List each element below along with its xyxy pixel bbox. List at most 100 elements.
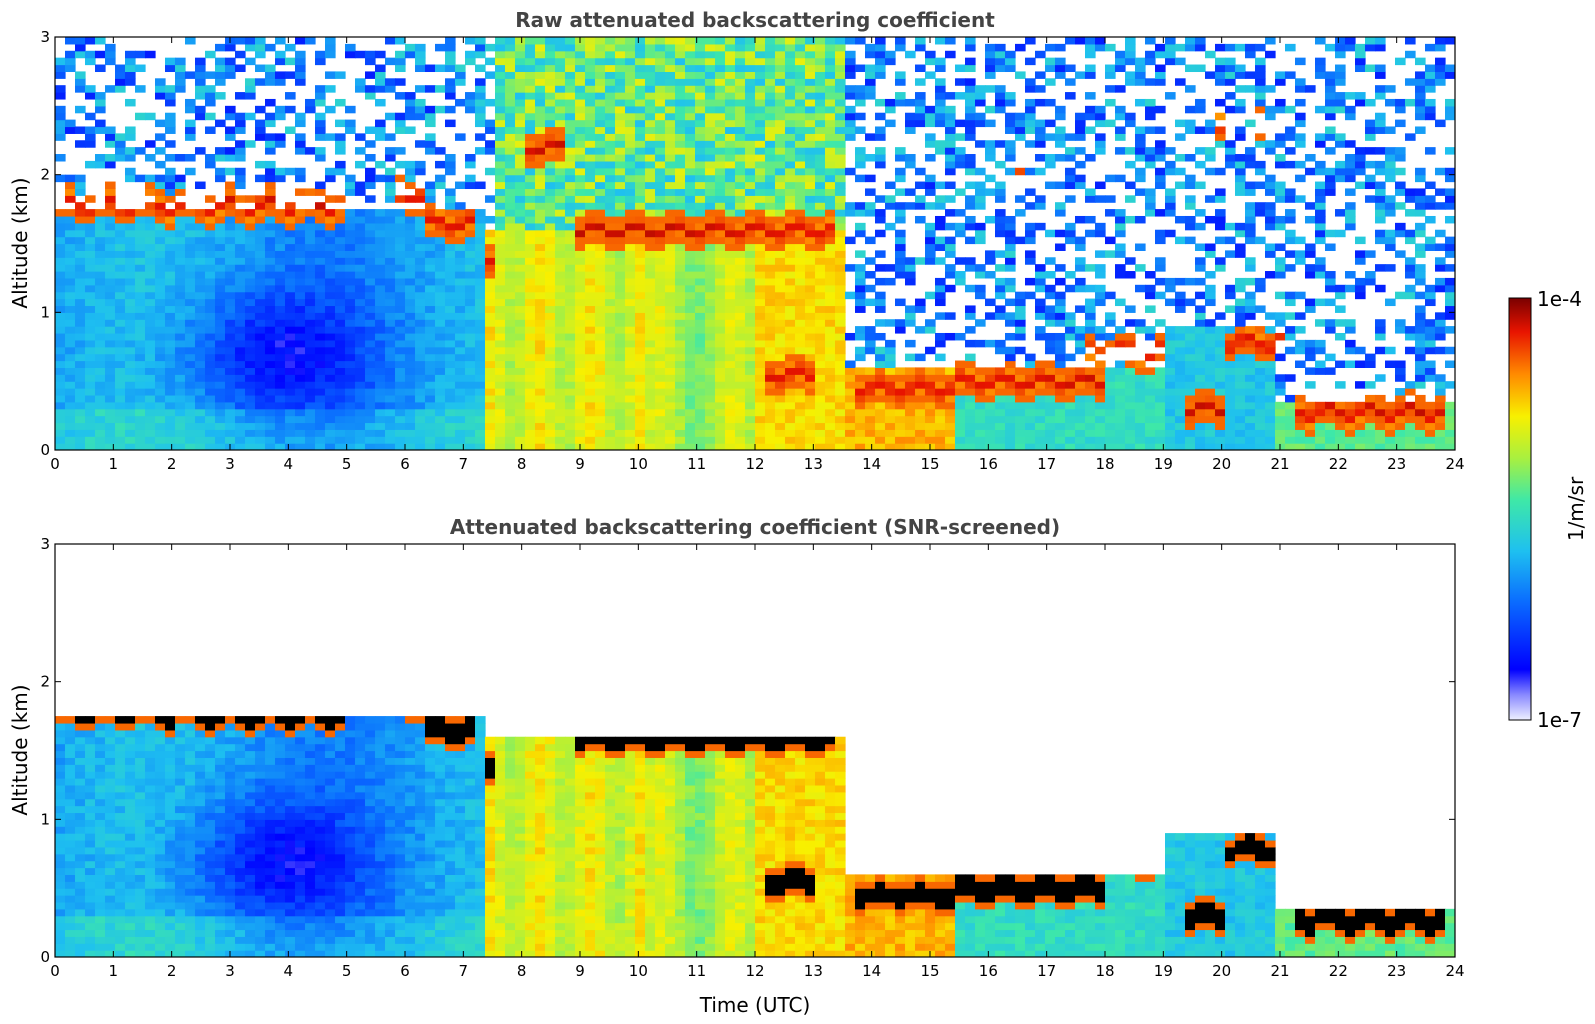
heatmap-cell	[255, 401, 266, 410]
heatmap-cell	[455, 394, 466, 403]
heatmap-cell	[625, 264, 636, 272]
heatmap-cell	[865, 85, 876, 93]
heatmap-cell	[175, 394, 186, 403]
heatmap-cell	[275, 257, 286, 265]
heatmap-cell	[555, 243, 566, 251]
heatmap-cell	[775, 367, 786, 375]
heatmap-cell	[1055, 209, 1066, 217]
heatmap-cell	[1085, 71, 1096, 79]
heatmap-cell	[235, 353, 246, 362]
heatmap-cell	[815, 85, 826, 93]
heatmap-cell	[995, 443, 1006, 450]
heatmap-cell	[755, 147, 766, 155]
heatmap-cell	[125, 257, 136, 265]
heatmap-cell	[395, 408, 406, 417]
heatmap-cell	[665, 436, 676, 444]
heatmap-cell	[395, 312, 406, 320]
heatmap-cell	[705, 236, 716, 245]
heatmap-cell	[475, 257, 486, 265]
heatmap-cell	[645, 236, 656, 245]
heatmap-cell	[475, 43, 486, 52]
heatmap-cell	[405, 353, 416, 362]
heatmap-cell	[195, 64, 206, 73]
heatmap-cell	[865, 257, 876, 265]
heatmap-cell	[395, 429, 406, 437]
heatmap-cell	[405, 305, 416, 313]
heatmap-cell	[705, 339, 716, 348]
heatmap-cell	[555, 250, 566, 258]
heatmap-cell	[145, 319, 156, 327]
heatmap-cell	[745, 401, 756, 410]
heatmap-cell	[925, 57, 936, 66]
heatmap-cell	[705, 277, 716, 286]
heatmap-cell	[185, 243, 196, 251]
heatmap-cell	[485, 71, 496, 79]
heatmap-cell	[545, 326, 556, 334]
heatmap-cell	[825, 353, 836, 362]
heatmap-cell	[405, 126, 416, 134]
heatmap-cell	[965, 422, 976, 430]
heatmap-cell	[875, 147, 886, 155]
heatmap-cell	[195, 360, 206, 368]
heatmap-cell	[385, 181, 396, 190]
heatmap-cell	[695, 64, 706, 73]
heatmap-cell	[885, 408, 896, 417]
heatmap-cell	[75, 222, 86, 231]
heatmap-cell	[1025, 443, 1036, 450]
heatmap-cell	[85, 222, 96, 231]
heatmap-cell	[915, 415, 926, 424]
heatmap-cell	[105, 140, 116, 148]
heatmap-cell	[735, 360, 746, 368]
heatmap-cell	[685, 422, 696, 430]
heatmap-cell	[375, 50, 386, 59]
heatmap-cell	[545, 353, 556, 362]
heatmap-cell	[95, 126, 106, 134]
heatmap-cell	[715, 250, 726, 258]
heatmap-cell	[245, 374, 256, 382]
heatmap-cell	[555, 160, 566, 169]
heatmap-cell	[165, 229, 176, 238]
heatmap-cell	[795, 85, 806, 93]
heatmap-cell	[675, 401, 686, 410]
heatmap-cell	[655, 339, 666, 348]
heatmap-cell	[455, 298, 466, 307]
heatmap-cell	[905, 160, 916, 169]
heatmap-cell	[875, 381, 886, 389]
heatmap-cell	[405, 436, 416, 444]
heatmap-cell	[295, 222, 306, 231]
heatmap-cell	[915, 202, 926, 210]
heatmap-cell	[85, 353, 96, 362]
heatmap-cell	[105, 429, 116, 437]
heatmap-cell	[775, 64, 786, 73]
heatmap-cell	[315, 229, 326, 238]
heatmap-cell	[355, 257, 366, 265]
heatmap-cell	[725, 422, 736, 430]
heatmap-cell	[915, 64, 926, 73]
heatmap-cell	[655, 92, 666, 100]
heatmap-cell	[1005, 422, 1016, 430]
heatmap-cell	[465, 298, 476, 307]
heatmap-cell	[645, 388, 656, 396]
heatmap-cell	[685, 188, 696, 196]
heatmap-cell	[835, 388, 846, 396]
heatmap-cell	[715, 436, 726, 444]
heatmap-cell	[215, 147, 226, 155]
heatmap-cell	[765, 222, 776, 231]
heatmap-cell	[755, 257, 766, 265]
heatmap-cell	[195, 388, 206, 396]
heatmap-cell	[235, 394, 246, 403]
heatmap-cell	[305, 360, 316, 368]
heatmap-cell	[495, 339, 506, 348]
heatmap-cell	[685, 195, 696, 203]
heatmap-cell	[945, 37, 956, 45]
heatmap-cell	[875, 388, 886, 396]
heatmap-cell	[75, 319, 86, 327]
heatmap-cell	[1035, 443, 1046, 450]
heatmap-cell	[125, 222, 136, 231]
heatmap-cell	[605, 339, 616, 348]
heatmap-cell	[535, 264, 546, 272]
heatmap-cell	[835, 43, 846, 52]
heatmap-cell	[875, 64, 886, 73]
heatmap-cell	[425, 422, 436, 430]
heatmap-cell	[525, 360, 536, 368]
